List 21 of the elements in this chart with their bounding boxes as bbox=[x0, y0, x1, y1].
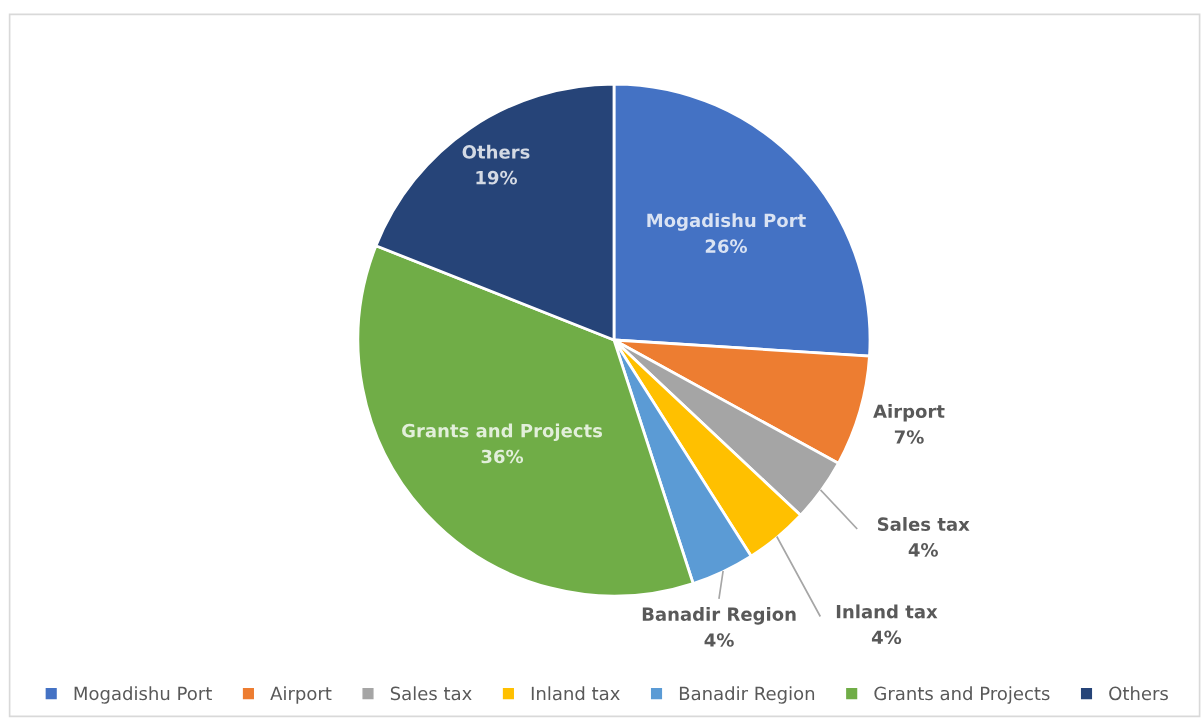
data-label: 19% bbox=[476, 170, 518, 185]
legend-label: Sales tax bbox=[390, 686, 472, 701]
slice-label: Airport bbox=[873, 404, 945, 422]
data-label: 26% bbox=[705, 239, 747, 254]
data-label: 4% bbox=[871, 630, 902, 645]
slice-label: Banadir Region bbox=[642, 607, 796, 625]
slice-label: Mogadishu Port bbox=[647, 213, 806, 231]
legend-label: Grants and Projects bbox=[874, 686, 1050, 704]
legend-label: Others bbox=[1109, 686, 1168, 701]
data-label: 4% bbox=[908, 543, 938, 557]
legend-label: Banadir Region bbox=[679, 686, 815, 704]
slice-label: Inland tax bbox=[836, 604, 938, 619]
legend-label: Airport bbox=[270, 686, 332, 704]
data-label: 7% bbox=[894, 430, 924, 444]
slice-label: Grants and Projects bbox=[402, 423, 603, 442]
data-label: 4% bbox=[704, 633, 734, 647]
data-label: 36% bbox=[481, 449, 524, 464]
legend-label: Inland tax bbox=[531, 686, 620, 701]
slice-label: Sales tax bbox=[877, 517, 970, 532]
legend-label: Mogadishu Port bbox=[74, 686, 212, 704]
slice-label: Others bbox=[462, 144, 530, 159]
